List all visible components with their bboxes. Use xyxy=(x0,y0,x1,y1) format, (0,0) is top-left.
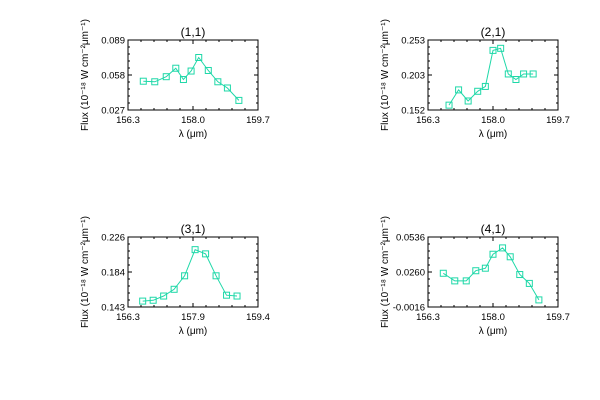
x-tick-label: 159.7 xyxy=(546,115,570,126)
x-tick-label: 159.4 xyxy=(246,312,270,323)
x-tick-label: 156.3 xyxy=(116,115,140,126)
data-point xyxy=(506,253,514,261)
x-tick-label: 156.3 xyxy=(416,115,440,126)
series-line xyxy=(443,247,540,301)
data-point xyxy=(445,101,453,109)
data-point xyxy=(160,292,168,300)
data-point xyxy=(223,84,231,92)
data-point xyxy=(139,297,147,305)
x-axis-label: λ (μm) xyxy=(479,326,508,337)
y-tick-label: 0.203 xyxy=(401,71,425,82)
x-tick-label: 157.9 xyxy=(181,312,205,323)
chart-panel-4: 156.3 158.0 159.7 -0.0016 0.0260 0.0536 (4,1) λ… xyxy=(380,216,570,337)
data-point xyxy=(214,78,222,86)
data-point xyxy=(481,82,489,90)
y-tick-label: 0.0536 xyxy=(396,233,425,244)
data-point xyxy=(149,296,157,304)
chart-title: (3,1) xyxy=(181,222,206,236)
y-axis-label: Flux (10⁻¹⁸ W cm⁻²μm⁻¹) xyxy=(80,19,91,131)
chart-title: (1,1) xyxy=(181,25,206,39)
data-point xyxy=(195,54,203,61)
data-point xyxy=(529,70,537,78)
data-point xyxy=(191,246,199,254)
x-tick-label: 159.7 xyxy=(546,312,570,323)
series-line xyxy=(142,249,238,302)
data-point xyxy=(481,264,489,272)
chart-panel-2: 156.3 158.0 159.7 0.152 0.203 0.253 (2,1) λ (μm… xyxy=(380,19,570,140)
y-tick-label: 0.143 xyxy=(101,303,125,314)
x-tick-label: 158.0 xyxy=(481,312,505,323)
x-tick-label: 158.0 xyxy=(181,115,205,126)
y-tick-label: 0.226 xyxy=(101,233,125,244)
y-tick-label: 0.089 xyxy=(101,36,125,47)
data-point xyxy=(235,96,243,104)
data-point xyxy=(187,67,195,75)
data-point xyxy=(462,277,470,285)
data-point xyxy=(439,269,447,277)
chart-title: (2,1) xyxy=(481,25,506,39)
data-point xyxy=(139,77,147,85)
data-point xyxy=(489,250,497,258)
x-tick-label: 159.7 xyxy=(246,115,270,126)
data-point xyxy=(464,97,472,105)
chart-panel-1: 156.3 158.0 159.7 0.027 0.058 0.089 (1,1) λ (μm… xyxy=(80,19,270,140)
data-point xyxy=(535,296,543,304)
data-point xyxy=(451,277,459,285)
data-point xyxy=(172,64,180,72)
data-point xyxy=(504,70,512,78)
data-point xyxy=(233,292,241,300)
y-tick-label: 0.058 xyxy=(101,71,125,82)
chart-panel-3: 156.3 157.9 159.4 0.143 0.184 0.226 (3,1) λ (μm… xyxy=(80,216,270,337)
data-point xyxy=(162,73,170,81)
y-tick-label: -0.0016 xyxy=(393,303,425,314)
data-point xyxy=(497,44,505,52)
data-point xyxy=(455,86,463,94)
data-point xyxy=(212,272,220,280)
data-point xyxy=(489,46,497,54)
x-axis-label: λ (μm) xyxy=(479,129,508,140)
plot-frame xyxy=(127,236,259,308)
data-point xyxy=(181,272,189,280)
y-tick-label: 0.184 xyxy=(101,268,125,279)
x-tick-label: 158.0 xyxy=(481,115,505,126)
x-tick-label: 156.3 xyxy=(416,312,440,323)
data-point xyxy=(179,76,187,84)
x-axis-label: λ (μm) xyxy=(179,129,208,140)
data-point xyxy=(474,87,482,95)
data-point xyxy=(223,291,231,299)
y-tick-label: 0.152 xyxy=(401,106,425,117)
data-point xyxy=(516,271,524,279)
data-point xyxy=(170,285,178,293)
y-axis-label: Flux (10⁻¹⁸ W cm⁻²μm⁻¹) xyxy=(380,216,391,328)
y-tick-label: 0.253 xyxy=(401,36,425,47)
data-point xyxy=(525,279,533,287)
data-point xyxy=(499,244,507,252)
data-point xyxy=(472,267,480,275)
y-axis-label: Flux (10⁻¹⁸ W cm⁻²μm⁻¹) xyxy=(380,19,391,131)
x-axis-label: λ (μm) xyxy=(179,326,208,337)
data-point xyxy=(151,78,159,86)
data-point xyxy=(520,70,528,78)
y-axis-label: Flux (10⁻¹⁸ W cm⁻²μm⁻¹) xyxy=(80,216,91,328)
x-tick-label: 156.3 xyxy=(116,312,140,323)
data-point xyxy=(512,76,520,84)
data-point xyxy=(204,66,212,74)
y-tick-label: 0.027 xyxy=(101,106,125,117)
data-point xyxy=(202,250,210,258)
y-tick-label: 0.0260 xyxy=(396,268,425,279)
chart-title: (4,1) xyxy=(481,222,506,236)
